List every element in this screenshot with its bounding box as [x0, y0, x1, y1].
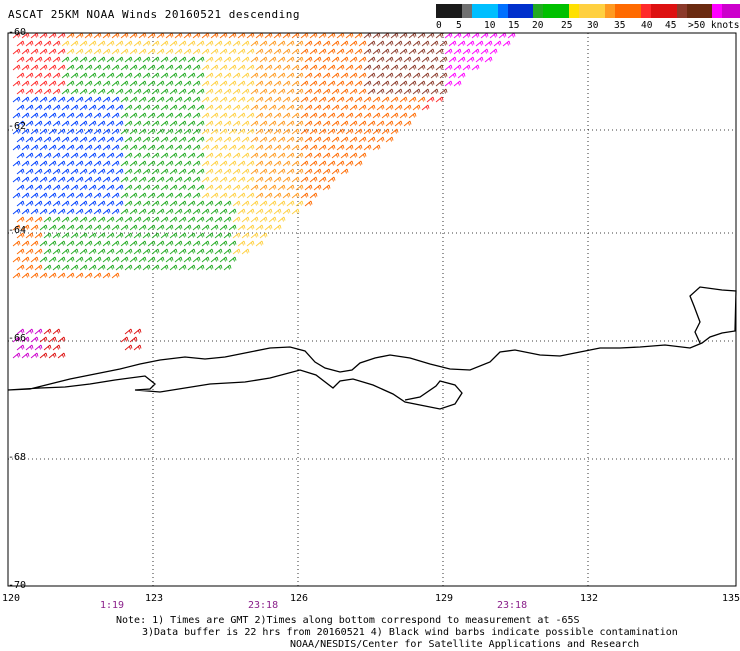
legend-label: >50 knots — [688, 20, 740, 31]
legend-label: 35 — [614, 20, 626, 31]
lat-label-68: -68 — [8, 452, 27, 463]
legend-label: 15 — [508, 20, 520, 31]
lat-label-66: -66 — [8, 333, 27, 344]
legend-swatch — [507, 4, 534, 18]
legend-label: 0 — [436, 20, 442, 31]
legend-swatch — [461, 4, 472, 18]
legend-swatch — [543, 4, 570, 18]
coastline — [7, 286, 737, 410]
lat-label-70: -70 — [8, 580, 27, 591]
note-line-3: NOAA/NESDIS/Center for Satellite Applica… — [290, 639, 640, 650]
legend-label: 20 — [532, 20, 544, 31]
wind-barb-group — [39, 56, 237, 271]
legend-swatch — [436, 4, 462, 18]
legend-label: 30 — [587, 20, 599, 31]
legend-swatch — [604, 4, 615, 18]
legend-speed-labels: 0 5 10 15 20 25 30 35 40 45 >50 knots — [436, 18, 740, 32]
plot-frame — [7, 32, 737, 587]
wind-barb-group — [12, 32, 444, 111]
legend-color-bar — [436, 4, 740, 18]
lat-label-64: -64 — [8, 225, 27, 236]
legend-swatch — [686, 4, 713, 18]
note-line-1: Note: 1) Times are GMT 2)Times along bot… — [116, 615, 580, 626]
legend-swatch — [676, 4, 687, 18]
lon-label-135: 135 — [722, 593, 740, 604]
legend-swatch — [712, 4, 723, 18]
lon-label-126: 126 — [290, 593, 309, 604]
lon-label-123: 123 — [145, 593, 164, 604]
legend-label: 25 — [561, 20, 573, 31]
lon-label-120: 120 — [2, 593, 21, 604]
lat-lon-grid — [8, 33, 736, 586]
pass-time-3: 23:18 — [497, 600, 528, 611]
wind-barb-group — [12, 96, 124, 215]
legend-label: 40 — [641, 20, 653, 31]
lat-label-62: -62 — [8, 121, 27, 132]
lon-label-129: 129 — [435, 593, 454, 604]
wind-barb-group — [39, 328, 142, 359]
wind-barbs-layer — [12, 32, 516, 359]
legend-swatch — [533, 4, 544, 18]
wind-barb-group — [61, 40, 304, 255]
pass-time-2: 23:18 — [248, 600, 279, 611]
legend-swatch — [722, 4, 740, 18]
lon-label-132: 132 — [580, 593, 599, 604]
wind-speed-legend: 0 5 10 15 20 25 30 35 40 45 >50 knots — [436, 4, 740, 32]
legend-swatch — [497, 4, 508, 18]
wind-barb-group — [12, 328, 43, 359]
lat-label-60: -60 — [8, 27, 27, 38]
legend-swatch — [471, 4, 498, 18]
legend-label: 5 — [456, 20, 462, 31]
legend-swatch — [569, 4, 580, 18]
wind-barb-group — [363, 32, 448, 95]
wind-barb-group — [444, 32, 516, 87]
legend-label: 45 — [665, 20, 677, 31]
legend-swatch — [579, 4, 605, 18]
legend-swatch — [614, 4, 641, 18]
wind-barb-group — [250, 40, 304, 199]
map-title: ASCAT 25KM NOAA Winds 20160521 descendin… — [8, 8, 301, 21]
note-line-2: 3)Data buffer is 22 hrs from 20160521 4)… — [142, 627, 678, 638]
wind-barb-group — [12, 32, 426, 279]
pass-time-1: 1:19 — [100, 600, 125, 611]
legend-label: 10 — [484, 20, 496, 31]
legend-swatch — [640, 4, 651, 18]
legend-swatch — [650, 4, 677, 18]
